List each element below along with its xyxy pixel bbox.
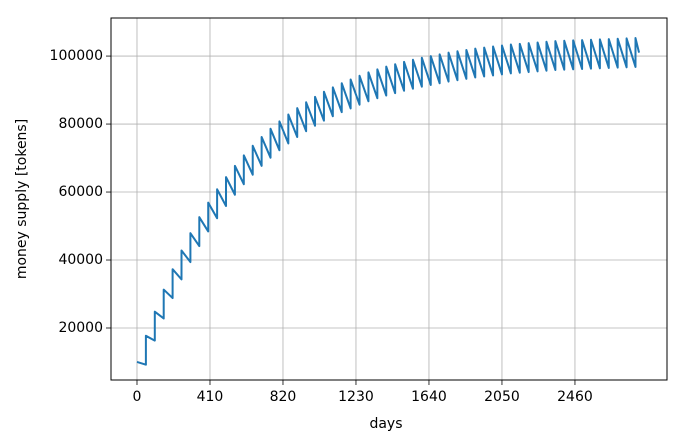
x-axis-label: days	[369, 416, 402, 432]
data-line	[136, 37, 641, 366]
x-tick-label: 2460	[557, 389, 593, 405]
y-tick-label: 100000	[50, 48, 103, 64]
x-tick-label: 1230	[338, 389, 374, 405]
x-tick-label: 820	[270, 389, 297, 405]
y-axis-label: money supply [tokens]	[14, 119, 30, 279]
y-tick-label: 40000	[58, 252, 103, 268]
y-tick-label: 20000	[58, 320, 103, 336]
x-tick-label: 410	[197, 389, 224, 405]
y-tick-label: 80000	[58, 116, 103, 132]
y-tick-label: 60000	[58, 184, 103, 200]
x-tick-label: 1640	[411, 389, 447, 405]
x-tick-label: 2050	[484, 389, 520, 405]
x-tick-label: 0	[133, 389, 142, 405]
plot-frame	[110, 17, 668, 381]
